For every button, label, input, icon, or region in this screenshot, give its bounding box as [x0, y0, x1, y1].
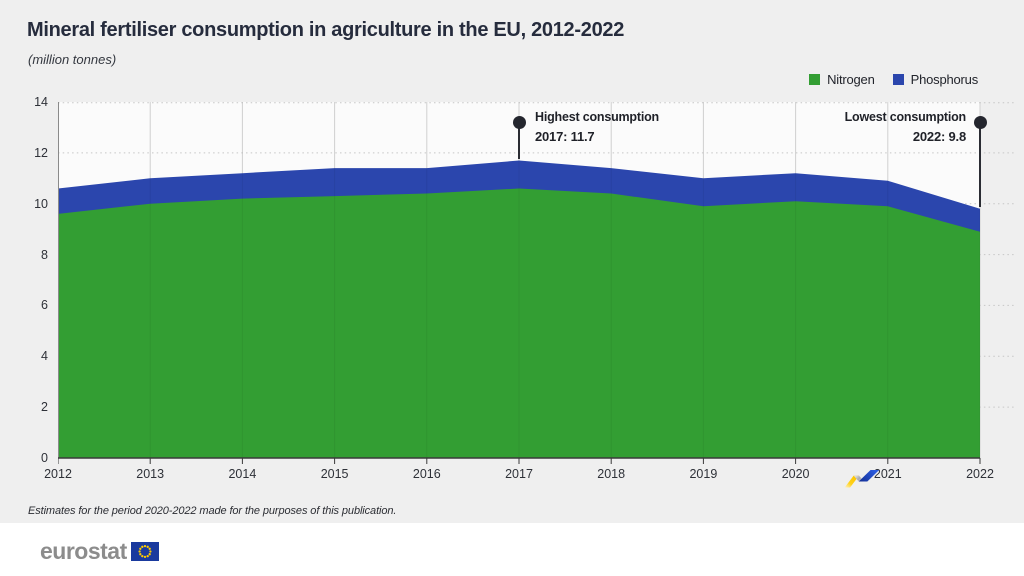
- y-axis-label: 14: [34, 95, 48, 109]
- eurostat-logo: eurostat: [40, 540, 159, 563]
- annotation-marker-icon: [512, 115, 526, 129]
- y-axis-label: 6: [41, 298, 48, 313]
- x-axis-label: 2018: [597, 467, 626, 481]
- x-axis-label: 2021: [873, 467, 902, 481]
- annotation-highest-text: Highest consumption 2017: 11.7: [535, 108, 659, 146]
- page-title: Mineral fertiliser consumption in agricu…: [27, 19, 625, 41]
- x-axis-label: 2020: [781, 467, 810, 481]
- annotation-lowest-text: Lowest consumption 2022: 9.8: [844, 108, 967, 146]
- annotation-marker-icon: [973, 115, 987, 129]
- x-axis-label: 2014: [228, 467, 257, 481]
- annotation-callout-line: [979, 128, 981, 207]
- nitrogen-swatch-icon: [809, 74, 821, 85]
- y-axis-label: 10: [34, 196, 48, 211]
- footnote: Estimates for the period 2020-2022 made …: [28, 505, 397, 517]
- y-axis-label: 8: [41, 247, 48, 262]
- x-axis-label: 2017: [505, 467, 533, 481]
- annotation-value: 2022: 9.8: [912, 128, 966, 144]
- annotation-value: 2017: 11.7: [535, 128, 595, 144]
- eurostat-wordmark: eurostat: [40, 538, 127, 564]
- y-axis-label: 12: [34, 145, 48, 160]
- chart-legend: Nitrogen Phosphorus: [809, 72, 978, 87]
- legend-label-phosphorus: Phosphorus: [910, 72, 979, 87]
- annotation-label: Lowest consumption: [844, 110, 967, 124]
- x-axis-label: 2012: [44, 467, 72, 481]
- x-axis-label: 2013: [136, 467, 165, 481]
- x-axis-label: 2022: [966, 467, 994, 481]
- legend-item-nitrogen: Nitrogen: [809, 72, 875, 87]
- y-axis-label: 2: [41, 400, 48, 415]
- chart-unit-subtitle: (million tonnes): [28, 52, 117, 67]
- annotation-label: Highest consumption: [535, 110, 659, 124]
- legend-item-phosphorus: Phosphorus: [892, 72, 979, 87]
- annotation-callout-line: [518, 128, 520, 159]
- y-axis-label: 0: [41, 451, 48, 465]
- x-axis-label: 2019: [689, 467, 718, 481]
- eu-flag-icon: [130, 542, 159, 561]
- stacked-area-chart: [58, 102, 1014, 464]
- y-axis-label: 4: [41, 349, 48, 364]
- phosphorus-swatch-icon: [892, 74, 904, 85]
- x-axis-label: 2015: [320, 467, 349, 481]
- legend-label-nitrogen: Nitrogen: [827, 72, 875, 87]
- x-axis-label: 2016: [412, 467, 441, 481]
- footer-bar: [0, 523, 1024, 576]
